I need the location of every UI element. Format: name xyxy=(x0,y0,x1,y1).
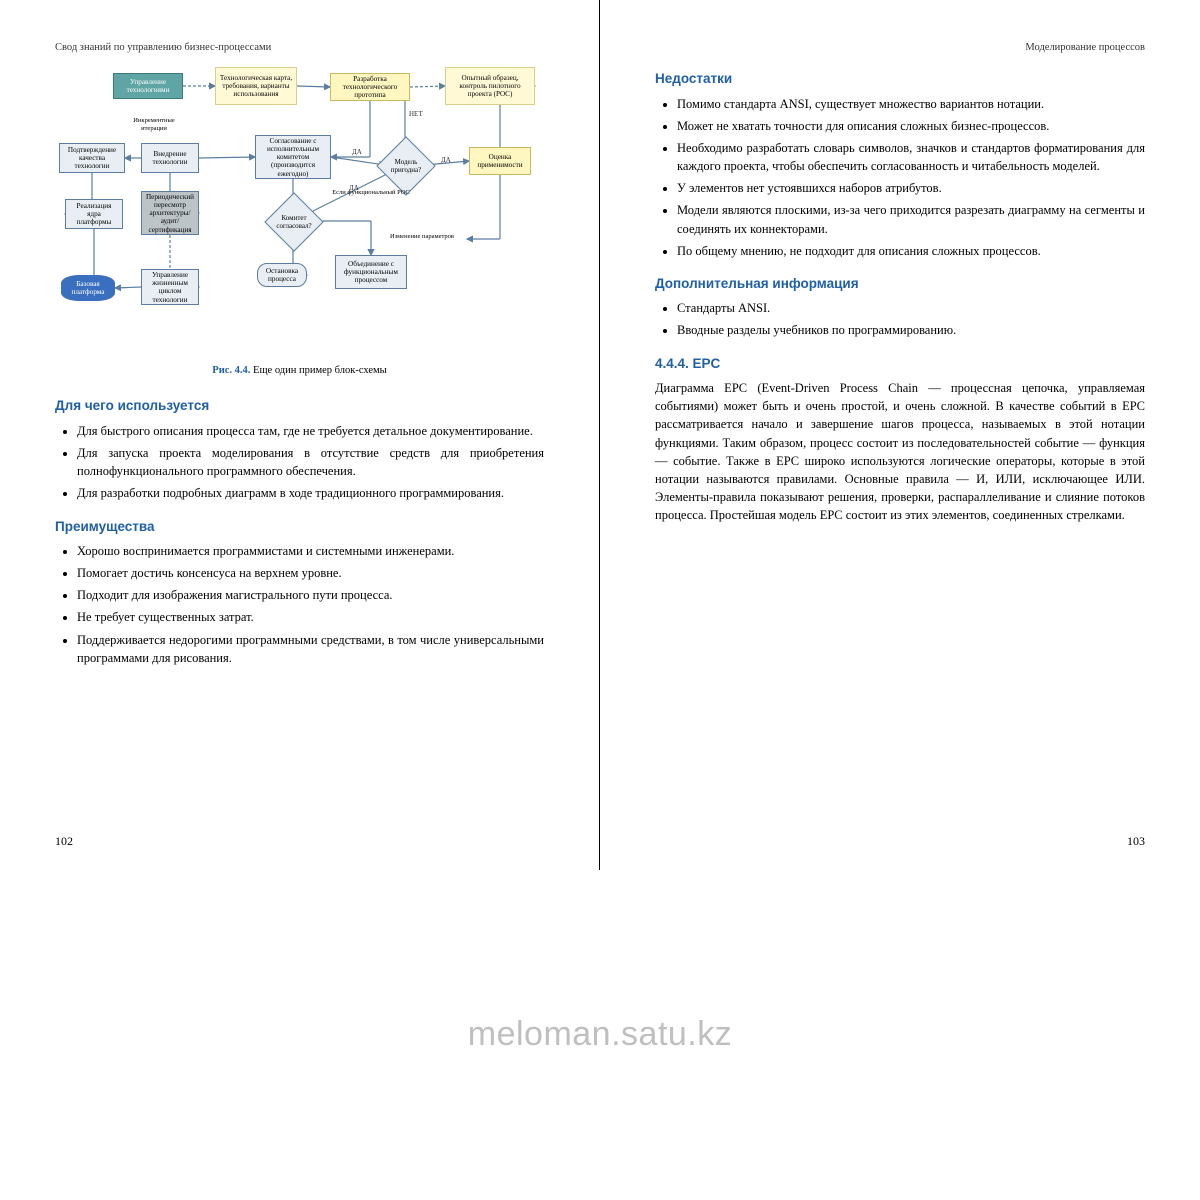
heading-advantages: Преимущества xyxy=(55,517,544,537)
heading-epc: 4.4.4. EPC xyxy=(655,354,1145,374)
flowchart-node: Согласование с исполнительным комитетом … xyxy=(255,135,331,179)
list-item: По общему мнению, не подходит для описан… xyxy=(677,242,1145,260)
list-item: Стандарты ANSI. xyxy=(677,299,1145,317)
list-item: Для разработки подробных диаграмм в ходе… xyxy=(77,484,544,502)
flowchart-node: Изменение параметров xyxy=(377,233,467,240)
flowchart-node: Периодический пересмотр архитектуры/ ауд… xyxy=(141,191,199,235)
flowchart-node: Остановка процесса xyxy=(257,263,307,287)
watermark: meloman.satu.kz xyxy=(0,1015,1200,1054)
flowchart-node: Базовая платформа xyxy=(61,275,115,301)
list-item: Для запуска проекта моделирования в отсу… xyxy=(77,444,544,480)
list-item: У элементов нет устоявшихся наборов атри… xyxy=(677,179,1145,197)
book-spread: Свод знаний по управлению бизнес-процесс… xyxy=(0,0,1200,870)
list-item: Поддерживается недорогими программными с… xyxy=(77,631,544,667)
figure-caption: Рис. 4.4. Еще один пример блок-схемы xyxy=(55,363,544,378)
svg-text:ДА: ДА xyxy=(441,156,451,164)
list-item: Подходит для изображения магистрального … xyxy=(77,586,544,604)
figure-caption-text: Еще один пример блок-схемы xyxy=(250,365,386,376)
flowchart-node: Если функциональный POC xyxy=(331,189,411,196)
page-left: Свод знаний по управлению бизнес-процесс… xyxy=(0,0,600,870)
flowchart: ДАДАНЕТДАНЕТ Управление технологиямиТехн… xyxy=(55,65,545,355)
paragraph-epc: Диаграмма EPC (Event-Driven Process Chai… xyxy=(655,379,1145,524)
list-item: Для быстрого описания процесса там, где … xyxy=(77,422,544,440)
flowchart-node: Разработка технологического прототипа xyxy=(330,73,410,101)
flowchart-node: Управление жизненным циклом технологии xyxy=(141,269,199,305)
list-item: Помогает достичь консенсуса на верхнем у… xyxy=(77,564,544,582)
flowchart-node: Внедрение технологии xyxy=(141,143,199,173)
page-right: Моделирование процессов Недостатки Помим… xyxy=(600,0,1200,870)
list-more-info: Стандарты ANSI. Вводные разделы учебников… xyxy=(655,299,1145,339)
flowchart-node: Объединение с функциональным процессом xyxy=(335,255,407,289)
page-number-left: 102 xyxy=(55,833,73,850)
flowchart-node: Управление технологиями xyxy=(113,73,183,99)
list-item: Может не хватать точности для описания с… xyxy=(677,117,1145,135)
list-item: Не требует существенных затрат. xyxy=(77,608,544,626)
list-item: Модели являются плоскими, из-за чего при… xyxy=(677,201,1145,237)
flowchart-node: Инкрементные итерации xyxy=(123,117,185,132)
running-head-right: Моделирование процессов xyxy=(655,40,1145,55)
flowchart-node: Оценка применимости xyxy=(469,147,531,175)
heading-disadvantages: Недостатки xyxy=(655,69,1145,89)
list-item: Помимо стандарта ANSI, существует множес… xyxy=(677,95,1145,113)
list-item: Хорошо воспринимается программистами и с… xyxy=(77,542,544,560)
flowchart-node: Технологическая карта, требования, вариа… xyxy=(215,67,297,105)
page-number-right: 103 xyxy=(1127,833,1145,850)
list-usage: Для быстрого описания процесса там, где … xyxy=(55,422,544,503)
svg-text:НЕТ: НЕТ xyxy=(409,110,423,118)
flowchart-node: Опытный образец, контроль пилотного прое… xyxy=(445,67,535,105)
list-item: Необходимо разработать словарь символов,… xyxy=(677,139,1145,175)
list-item: Вводные разделы учебников по программиро… xyxy=(677,321,1145,339)
list-advantages: Хорошо воспринимается программистами и с… xyxy=(55,542,544,667)
figure-number: Рис. 4.4. xyxy=(212,365,250,376)
list-disadvantages: Помимо стандарта ANSI, существует множес… xyxy=(655,95,1145,260)
running-head-left: Свод знаний по управлению бизнес-процесс… xyxy=(55,40,544,55)
heading-more-info: Дополнительная информация xyxy=(655,274,1145,294)
flowchart-node: Реализация ядра платформы xyxy=(65,199,123,229)
svg-text:ДА: ДА xyxy=(352,148,362,156)
flowchart-node: Подтверждение качества технологии xyxy=(59,143,125,173)
heading-usage: Для чего используется xyxy=(55,396,544,416)
